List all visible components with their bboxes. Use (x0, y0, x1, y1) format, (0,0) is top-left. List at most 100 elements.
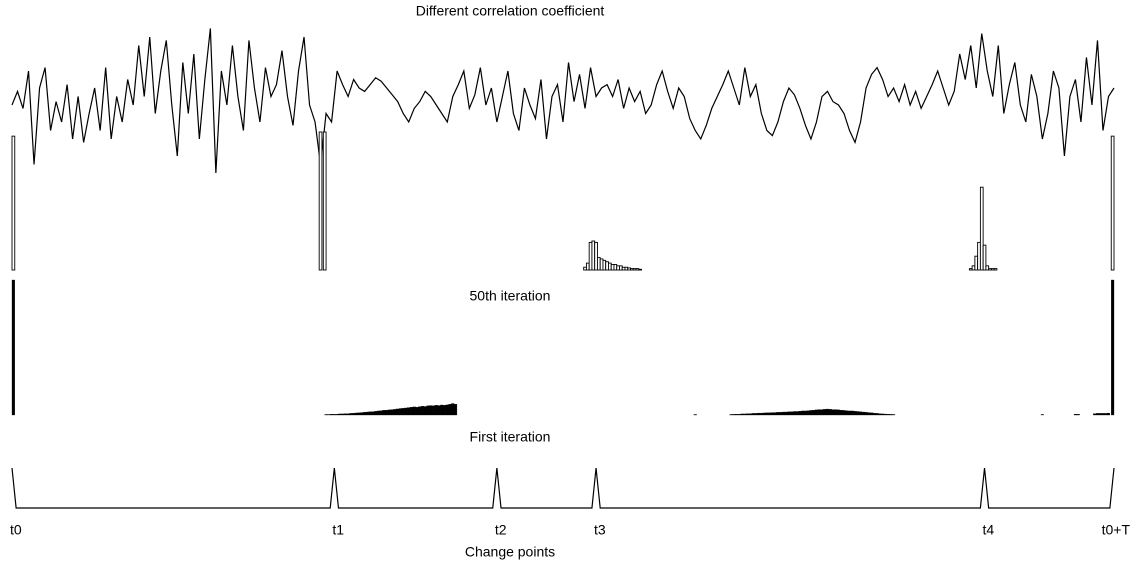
bar (867, 412, 871, 416)
bar (1093, 413, 1097, 416)
bar (856, 411, 860, 416)
bar (437, 405, 441, 416)
data-line (11, 28, 1115, 174)
bar (864, 412, 868, 416)
bar (779, 412, 783, 416)
bar (812, 409, 816, 416)
bar (979, 186, 984, 271)
bar (757, 412, 761, 416)
bar (401, 408, 405, 416)
bar (847, 410, 852, 416)
bar (429, 405, 433, 416)
x-tick-label: t2 (495, 522, 507, 538)
bar (809, 410, 813, 416)
bar (743, 413, 747, 416)
bar (823, 409, 827, 416)
bar (396, 408, 400, 416)
bar (735, 414, 739, 416)
bar (798, 411, 802, 416)
bar (985, 265, 990, 271)
bar (817, 409, 821, 416)
bar (776, 412, 780, 416)
bar (842, 410, 846, 416)
bar (390, 409, 394, 416)
bar (385, 409, 389, 416)
bar (839, 409, 843, 416)
bar (1110, 135, 1115, 271)
bar (853, 411, 857, 416)
bar (1095, 413, 1099, 416)
bar (454, 404, 458, 416)
bar (448, 404, 452, 416)
bar (737, 414, 741, 416)
bar (803, 410, 807, 416)
bar (341, 413, 345, 416)
bar (371, 411, 375, 416)
bar (343, 413, 347, 416)
bar (801, 410, 805, 416)
bar (878, 413, 882, 416)
bar (1104, 413, 1108, 416)
bar (795, 411, 799, 416)
bar (825, 408, 830, 416)
bar (451, 403, 455, 416)
bar (759, 412, 763, 416)
bar (324, 414, 328, 416)
bar (638, 268, 642, 271)
bar (363, 412, 367, 416)
bar (11, 279, 15, 416)
bar (740, 413, 744, 416)
bar (338, 413, 342, 416)
bar (765, 412, 769, 416)
bar (993, 268, 998, 271)
bar (1073, 414, 1077, 416)
bar (872, 412, 876, 416)
data-line (11, 467, 1115, 509)
bar (360, 412, 364, 416)
bar (982, 244, 987, 271)
x-tick-label: t3 (594, 522, 606, 538)
bar (368, 411, 372, 416)
bar (327, 414, 331, 416)
bar (352, 413, 356, 416)
bar (820, 409, 824, 416)
bar (594, 241, 598, 271)
bar (423, 406, 427, 416)
bar (787, 411, 791, 416)
bar (393, 409, 397, 416)
bar (330, 414, 334, 416)
bar (1076, 414, 1080, 416)
bar (836, 409, 841, 416)
bar (376, 410, 380, 416)
bar (1101, 413, 1105, 416)
bar (357, 412, 361, 416)
x-tick-label: t0+T (1102, 522, 1131, 538)
bar (850, 410, 854, 416)
x-tick-label: t0 (10, 522, 22, 538)
bar (770, 412, 774, 416)
bar (806, 410, 810, 416)
bar (781, 411, 785, 416)
bar (443, 405, 447, 416)
bar (883, 413, 887, 416)
bar (420, 406, 425, 416)
x-axis-label: Change points (465, 544, 555, 560)
bar (322, 131, 327, 271)
bar (732, 414, 736, 416)
bar (859, 411, 863, 416)
bar (1040, 414, 1044, 416)
bar (1111, 279, 1115, 416)
bar (790, 411, 794, 416)
bar (754, 413, 758, 416)
bar (845, 410, 849, 416)
bar (875, 413, 879, 416)
bar (748, 413, 752, 416)
bar (870, 412, 874, 416)
bar (889, 414, 893, 416)
bar (412, 406, 416, 416)
bar (11, 135, 16, 271)
bar (729, 414, 733, 416)
panel-title: Different correlation coefficient (416, 3, 605, 19)
bar (1106, 412, 1111, 416)
